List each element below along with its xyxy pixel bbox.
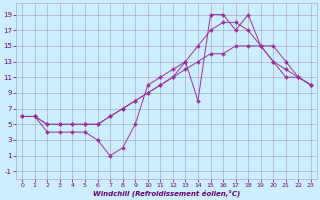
X-axis label: Windchill (Refroidissement éolien,°C): Windchill (Refroidissement éolien,°C) [93, 190, 240, 197]
